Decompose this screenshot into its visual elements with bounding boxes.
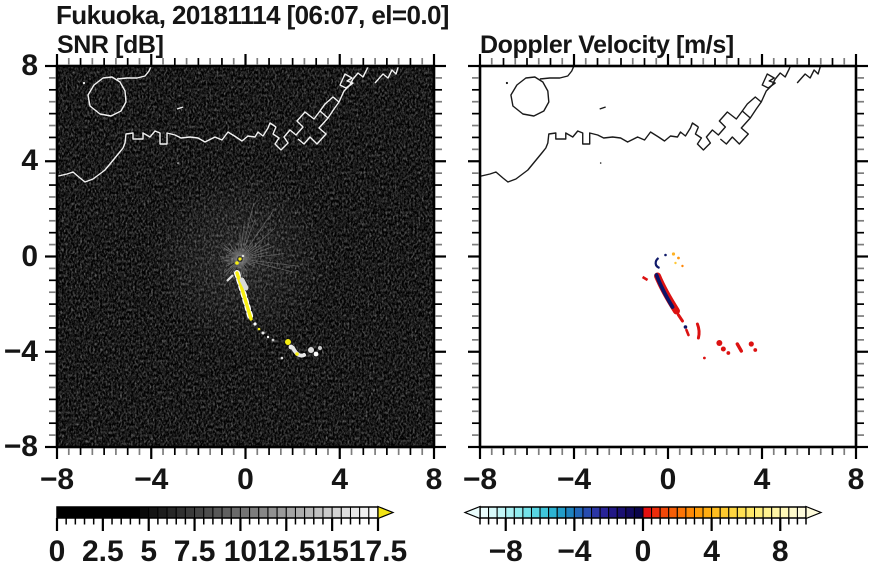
x-tick-label: −4 (556, 463, 592, 496)
doppler-background (480, 66, 856, 447)
colorbar-tick-label: 12.5 (257, 535, 316, 568)
x-tick-label: −4 (134, 463, 169, 496)
y-tick-label: 8 (21, 49, 38, 82)
colorbar-tick-label: −8 (488, 535, 523, 568)
x-tick-label: −8 (39, 463, 75, 496)
y-tick-label: 4 (21, 144, 38, 178)
colorbar-tick-label: −4 (557, 535, 592, 568)
colorbar-tick-label: 7.5 (173, 535, 216, 568)
colorbar-tick-label: 5 (140, 535, 158, 568)
doppler-colorbar (463, 505, 823, 531)
colorbar-tick-label: 17.5 (348, 535, 408, 568)
colorbar-tick-label: 2.5 (81, 535, 124, 568)
y-tick-label: −8 (3, 430, 38, 463)
x-tick-label: 4 (753, 463, 771, 496)
colorbar-tick-label: 0 (48, 535, 66, 568)
x-tick-label: 0 (659, 463, 677, 496)
doppler-map (480, 66, 856, 447)
snr-map (57, 66, 434, 447)
snr-panel-title: SNR [dB] (57, 31, 164, 59)
figure-title: Fukuoka, 20181114 [06:07, el=0.0] (56, 0, 449, 30)
over-range-arrow (377, 505, 395, 520)
x-tick-label: −8 (462, 463, 498, 496)
y-tick-label: 0 (21, 239, 38, 273)
colorbar-tick-label: 0 (634, 535, 652, 568)
y-tick-label: −4 (3, 334, 38, 368)
under-range-arrow (463, 505, 481, 520)
x-tick-label: 4 (331, 463, 349, 496)
snr-colorbar (55, 505, 395, 531)
x-tick-label: 8 (847, 463, 865, 496)
colorbar-tick-label: 4 (703, 535, 720, 568)
colorbar-tick-label: 8 (771, 535, 789, 568)
colorbar-tick-label: 10 (223, 535, 258, 568)
doppler-panel-title: Doppler Velocity [m/s] (480, 31, 734, 59)
over-range-arrow (805, 505, 823, 520)
x-tick-label: 0 (237, 463, 254, 496)
colorbar-tick-label: 15 (315, 535, 349, 568)
x-tick-label: 8 (425, 463, 443, 496)
